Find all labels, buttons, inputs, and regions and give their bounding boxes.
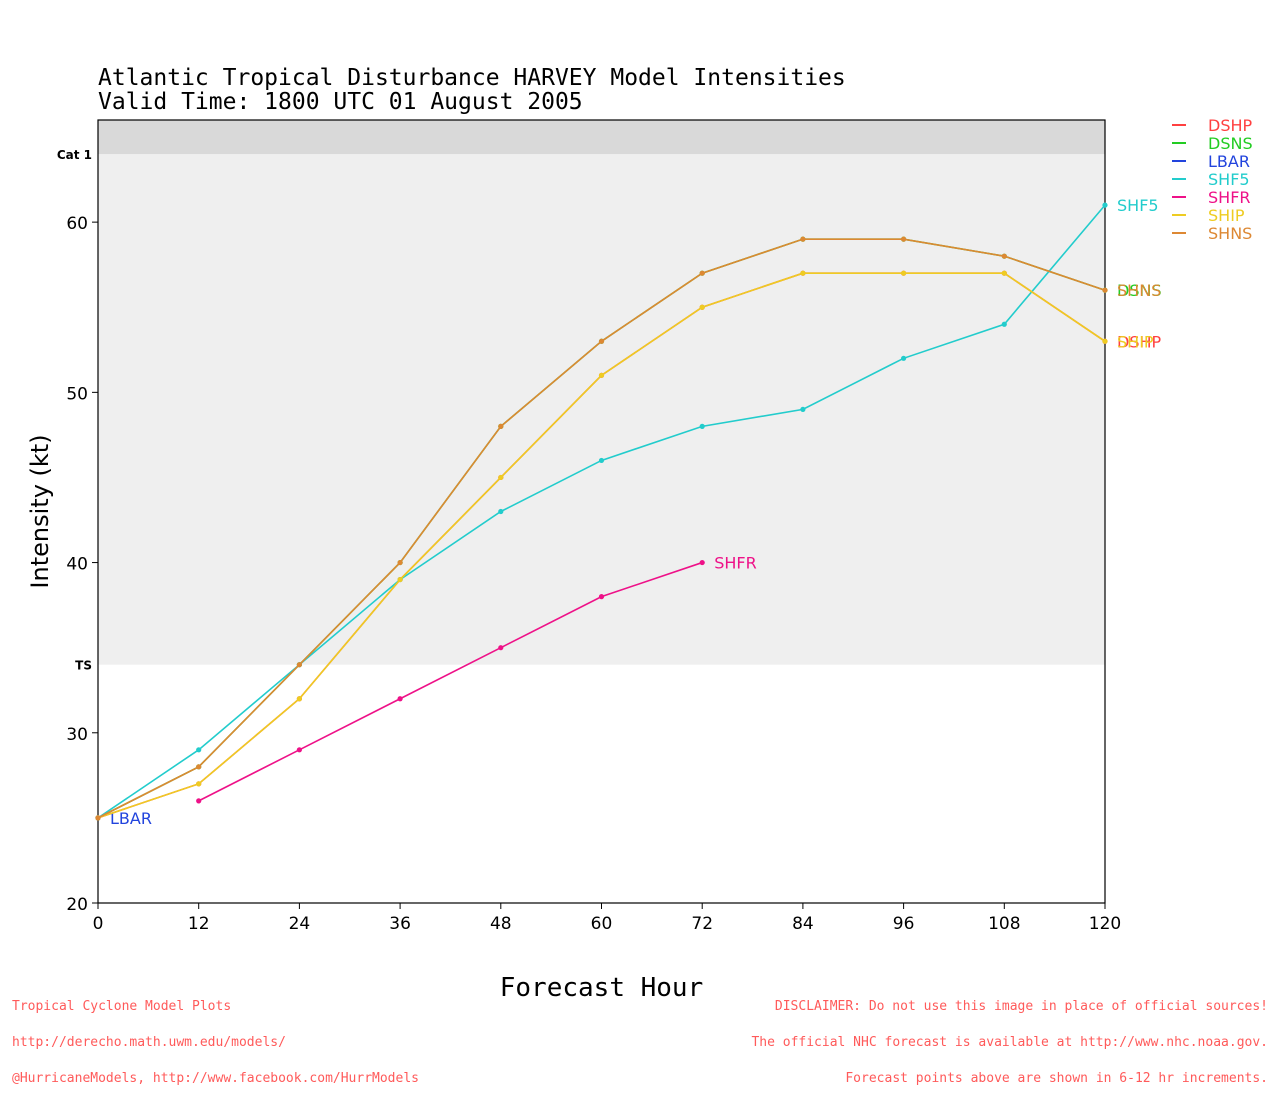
- x-tick-label: 0: [93, 914, 104, 934]
- legend-label: LBAR: [1208, 151, 1250, 171]
- x-tick-label: 24: [289, 914, 311, 934]
- footer-left: Tropical Cyclone Model Plots http://dere…: [12, 977, 419, 1097]
- x-tick-label: 12: [188, 914, 210, 934]
- legend-item-shns: SHNS: [1172, 223, 1253, 243]
- x-tick-label: 48: [490, 914, 512, 934]
- data-point-shfr: [598, 594, 605, 600]
- data-point-shf5: [1102, 202, 1108, 208]
- band-cat-1: [98, 120, 1105, 155]
- x-tick-label: 72: [691, 914, 713, 934]
- legend-item-lbar: LBAR: [1172, 151, 1253, 171]
- data-point-shns: [598, 338, 605, 344]
- data-point-shfr: [196, 798, 202, 804]
- y-axis-title: Intensity (kt): [26, 434, 54, 588]
- footer-disclaimer-line-1: DISCLAIMER: Do not use this image in pla…: [774, 999, 1268, 1014]
- series-end-label-dsns: DSNS: [1117, 281, 1162, 300]
- legend-label: DSHP: [1208, 115, 1253, 135]
- legend-label: SHF5: [1208, 169, 1250, 189]
- data-point-shns: [1102, 287, 1108, 293]
- footer-left-line-1: Tropical Cyclone Model Plots: [12, 999, 232, 1014]
- data-point-shns: [296, 662, 302, 668]
- y-tick-label: 30: [66, 725, 88, 745]
- series-end-label-dshp: DSHP: [1117, 332, 1162, 351]
- data-point-ship: [196, 781, 202, 787]
- x-tick-label: 60: [591, 914, 613, 934]
- data-point-shfr: [296, 747, 302, 753]
- footer-left-line-2: http://derecho.math.uwm.edu/models/: [12, 1035, 286, 1050]
- data-point-ship: [699, 304, 705, 310]
- legend-swatch: [1172, 124, 1186, 126]
- legend-item-dsns: DSNS: [1172, 133, 1253, 153]
- data-point-shns: [498, 423, 504, 429]
- data-point-ship: [1001, 270, 1007, 276]
- footer-disclaimer-line-2: The official NHC forecast is available a…: [751, 1035, 1268, 1050]
- series-end-label-shfr: SHFR: [714, 554, 757, 573]
- legend-item-shf5: SHF5: [1172, 169, 1253, 189]
- chart-title: Atlantic Tropical Disturbance HARVEY Mod…: [98, 65, 846, 91]
- chart-subtitle: Valid Time: 1800 UTC 01 August 2005: [98, 89, 583, 115]
- x-tick-label: 96: [893, 914, 915, 934]
- legend-label: SHNS: [1208, 223, 1253, 243]
- legend: DSHP DSNS LBAR SHF5 SHFR SHIP SHNS: [1172, 115, 1253, 243]
- series-end-label-shns: SHNS: [1117, 281, 1161, 300]
- data-point-shf5: [901, 355, 907, 361]
- data-point-shns: [95, 815, 101, 821]
- band-label-ts: TS: [75, 659, 92, 673]
- data-point-shfr: [397, 696, 403, 702]
- legend-label: DSNS: [1208, 133, 1253, 153]
- band-ts: [98, 154, 1105, 665]
- data-point-shf5: [498, 508, 504, 515]
- x-axis-title: Forecast Hour: [500, 973, 704, 1003]
- legend-label: SHFR: [1208, 187, 1251, 207]
- data-point-shns: [699, 270, 705, 276]
- footer-right: DISCLAIMER: Do not use this image in pla…: [751, 977, 1268, 1097]
- footer-disclaimer-line-3: Forecast points above are shown in 6-12 …: [845, 1071, 1268, 1086]
- legend-label: SHIP: [1208, 205, 1245, 225]
- series-line-shfr: [198, 561, 703, 802]
- data-point-shf5: [196, 747, 202, 753]
- legend-swatch: [1172, 196, 1186, 198]
- data-point-ship: [296, 696, 302, 702]
- data-point-shns: [901, 236, 907, 242]
- band-label-cat-1: Cat 1: [57, 148, 92, 162]
- series-end-label-lbar: LBAR: [110, 809, 152, 828]
- data-point-ship: [800, 270, 806, 276]
- footer-left-line-3: @HurricaneModels, http://www.facebook.co…: [12, 1071, 419, 1086]
- legend-item-shfr: SHFR: [1172, 187, 1253, 207]
- legend-swatch: [1172, 178, 1186, 180]
- data-point-shns: [1001, 253, 1007, 259]
- legend-item-dshp: DSHP: [1172, 115, 1253, 135]
- legend-swatch: [1172, 160, 1186, 162]
- legend-swatch: [1172, 142, 1186, 144]
- data-point-ship: [598, 372, 605, 378]
- y-tick-label: 60: [66, 214, 88, 234]
- y-tick-label: 50: [66, 384, 88, 404]
- data-point-shf5: [699, 423, 705, 429]
- data-point-ship: [397, 576, 403, 583]
- x-tick-label: 120: [1089, 914, 1121, 934]
- legend-swatch: [1172, 232, 1186, 234]
- data-point-shns: [397, 559, 403, 566]
- x-tick-label: 108: [988, 914, 1020, 934]
- data-point-shns: [800, 236, 806, 242]
- intensity-chart: TS Cat 1 0 12 24 36 48 60 72 84 96 108 120 20 30 40 50 60…: [26, 119, 1162, 1003]
- data-point-shf5: [1001, 321, 1007, 327]
- legend-swatch: [1172, 214, 1186, 216]
- x-tick-label: 84: [792, 914, 814, 934]
- data-point-shfr: [498, 645, 504, 651]
- data-point-shns: [196, 764, 202, 770]
- series-end-label-shf5: SHF5: [1117, 196, 1159, 215]
- x-tick-label: 36: [389, 914, 411, 934]
- data-point-ship: [498, 474, 504, 481]
- y-tick-label: 40: [66, 555, 88, 575]
- data-point-ship: [901, 270, 907, 276]
- y-tick-label: 20: [66, 895, 88, 915]
- data-point-ship: [1102, 338, 1108, 344]
- data-point-shf5: [800, 406, 806, 412]
- legend-item-ship: SHIP: [1172, 205, 1253, 225]
- data-point-shf5: [598, 457, 605, 464]
- data-point-shfr: [699, 559, 705, 566]
- series-end-label-ship: SHIP: [1117, 332, 1154, 351]
